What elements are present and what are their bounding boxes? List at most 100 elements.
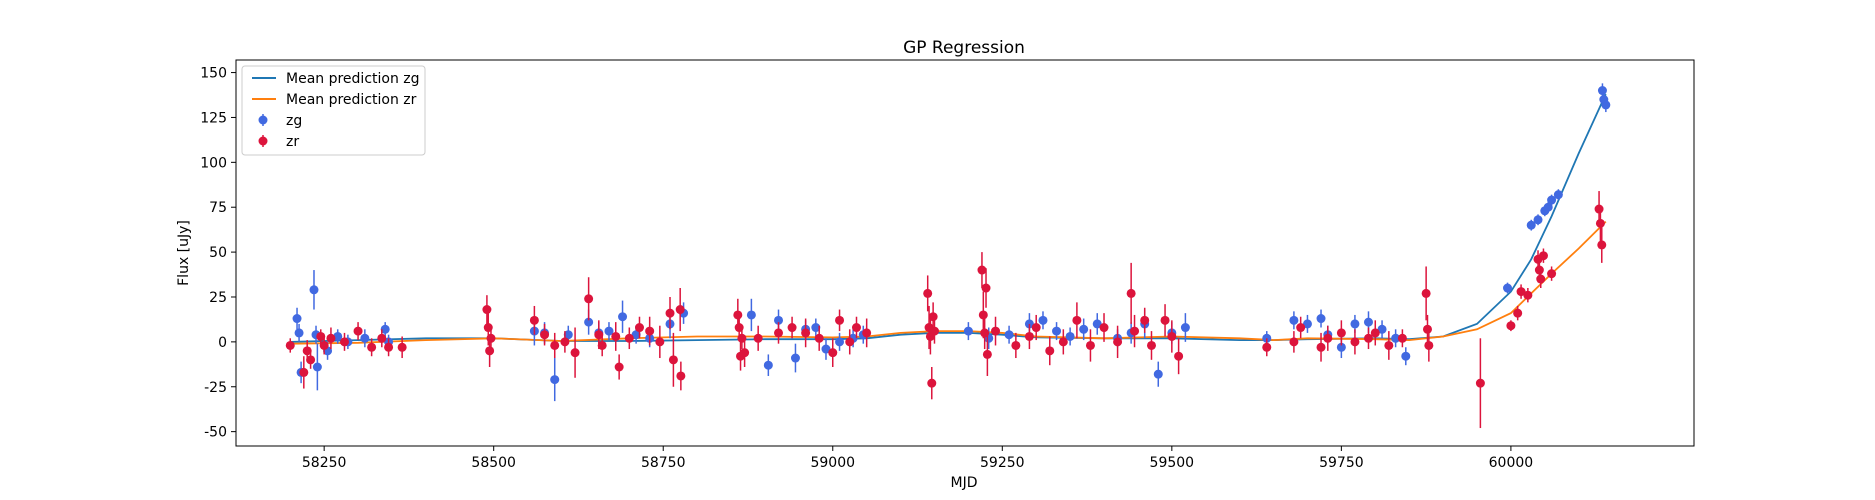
point-zg — [333, 331, 343, 341]
point-zg — [1597, 86, 1607, 96]
x-axis-label: MJD — [951, 475, 978, 491]
point-zr — [611, 331, 621, 341]
point-zr — [1289, 337, 1299, 347]
point-zg — [1350, 319, 1360, 329]
point-zg — [1180, 323, 1190, 333]
point-zr — [306, 355, 316, 365]
point-zg — [1401, 351, 1411, 361]
point-zg — [1553, 190, 1563, 200]
point-zr — [1031, 323, 1041, 333]
point-zg — [360, 333, 370, 343]
legend-point-marker — [258, 136, 268, 146]
point-zr — [1072, 315, 1082, 325]
point-zr — [1536, 274, 1546, 284]
point-zr — [1146, 340, 1156, 350]
point-zg — [1547, 195, 1557, 205]
point-zr — [645, 326, 655, 336]
point-zr — [1397, 333, 1407, 343]
point-zr — [1421, 288, 1431, 298]
point-zg — [763, 360, 773, 370]
point-zr — [1538, 251, 1548, 261]
point-zr — [1336, 328, 1346, 338]
point-zr — [1350, 337, 1360, 347]
x-axis-ticks: 58250 58500 58750 59000 59250 59500 59750 60000 — [302, 446, 1533, 471]
point-zr — [1363, 333, 1373, 343]
point-zr — [733, 310, 743, 320]
point-zg — [1052, 326, 1062, 336]
point-zg — [1065, 331, 1075, 341]
legend-point-marker — [258, 115, 268, 125]
point-zg — [1526, 220, 1536, 230]
point-zg — [604, 326, 614, 336]
point-zr — [862, 328, 872, 338]
point-zg — [1316, 314, 1326, 324]
point-zg — [1004, 330, 1014, 340]
point-zr — [1024, 331, 1034, 341]
y-tick-label: 125 — [200, 110, 227, 126]
x-tick-label: 59750 — [1319, 455, 1364, 471]
point-zr — [1058, 337, 1068, 347]
point-zg — [835, 337, 845, 347]
point-zr — [1513, 308, 1523, 318]
point-zg — [1533, 215, 1543, 225]
point-zr — [676, 371, 686, 381]
x-tick-label: 59000 — [810, 455, 855, 471]
legend-label: zr — [286, 134, 299, 150]
point-zg — [584, 317, 594, 327]
point-zr — [929, 326, 939, 336]
x-tick-label: 59500 — [1150, 455, 1195, 471]
point-zr — [787, 323, 797, 333]
point-zr — [540, 330, 550, 340]
x-tick-label: 60000 — [1489, 455, 1534, 471]
point-zg — [1377, 324, 1387, 334]
y-axis-label: Flux [uJy] — [176, 220, 192, 286]
point-zr — [326, 333, 336, 343]
point-zg — [294, 328, 304, 338]
point-zr — [597, 340, 607, 350]
point-zg — [563, 330, 573, 340]
point-zr — [1506, 321, 1516, 331]
point-zr — [1597, 240, 1607, 250]
point-zg — [1038, 315, 1048, 325]
point-zg — [790, 353, 800, 363]
point-zr — [485, 346, 495, 356]
point-zr — [1126, 288, 1136, 298]
y-tick-label: -25 — [204, 380, 227, 396]
point-zg — [1601, 100, 1611, 110]
plot-area — [285, 83, 1611, 429]
point-zr — [584, 294, 594, 304]
point-zr — [486, 333, 496, 343]
point-zr — [927, 378, 937, 388]
point-zr — [1594, 204, 1604, 214]
point-zg — [1336, 342, 1346, 352]
point-zg — [811, 323, 821, 333]
point-zr — [1113, 337, 1123, 347]
point-zr — [1316, 342, 1326, 352]
point-zr — [624, 333, 634, 343]
point-zr — [1296, 323, 1306, 333]
point-zr — [482, 305, 492, 315]
point-zr — [594, 330, 604, 340]
point-zr — [614, 362, 624, 372]
point-zr — [634, 323, 644, 333]
point-zr — [828, 348, 838, 358]
point-zg — [1543, 202, 1553, 212]
y-tick-label: 0 — [218, 335, 227, 351]
point-zr — [1045, 346, 1055, 356]
point-zr — [978, 310, 988, 320]
point-zr — [1384, 340, 1394, 350]
data-points — [285, 83, 1611, 429]
point-zr — [1323, 333, 1333, 343]
point-zg — [550, 375, 560, 385]
point-zr — [367, 342, 377, 352]
point-zr — [981, 283, 991, 293]
point-zr — [1523, 290, 1533, 300]
point-zr — [1099, 323, 1109, 333]
legend-label: Mean prediction zr — [286, 92, 417, 108]
point-zr — [655, 337, 665, 347]
point-zr — [923, 288, 933, 298]
point-zr — [1516, 287, 1526, 297]
point-zr — [801, 328, 811, 338]
point-zg — [618, 312, 628, 322]
